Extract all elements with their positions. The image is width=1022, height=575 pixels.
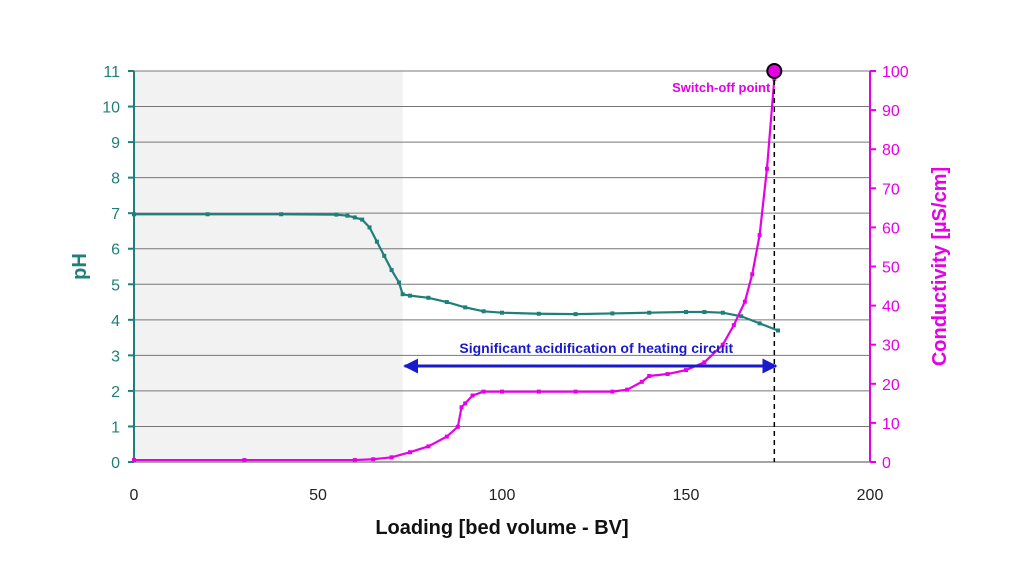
y-tick-label-left: 4 [111, 313, 120, 330]
series-point-0 [481, 309, 486, 314]
shaded-region [134, 71, 403, 462]
series-layer [132, 76, 780, 463]
series-point-1 [625, 387, 630, 392]
series-point-1 [389, 455, 394, 460]
x-tick-label: 150 [673, 487, 700, 504]
series-point-0 [400, 292, 405, 297]
series-line-1 [134, 78, 776, 462]
series-point-0 [500, 310, 504, 315]
series-point-1 [242, 458, 247, 463]
y-tick-label-left: 2 [111, 384, 120, 401]
series-point-0 [610, 311, 615, 316]
series-point-1 [500, 389, 504, 394]
series-point-0 [205, 212, 210, 217]
series-point-1 [647, 373, 652, 378]
series-point-0 [776, 328, 780, 333]
series-point-0 [444, 300, 449, 305]
y-tick-label-right: 60 [882, 220, 900, 237]
y-tick-label-left: 11 [103, 64, 120, 81]
series-point-0 [389, 268, 394, 273]
series-point-1 [481, 389, 486, 394]
series-point-0 [382, 253, 387, 258]
series-point-1 [665, 372, 670, 377]
series-point-1 [470, 393, 475, 398]
series-point-1 [684, 368, 688, 373]
series-point-1 [132, 458, 136, 463]
y-tick-label-left: 6 [111, 242, 120, 259]
series-point-0 [408, 293, 412, 298]
y-tick-label-right: 20 [882, 377, 900, 394]
series-point-1 [463, 401, 468, 406]
series-point-0 [352, 215, 357, 220]
y-tick-label-right: 80 [882, 142, 900, 159]
y-tick-label-right: 40 [882, 299, 900, 316]
series-point-1 [426, 444, 431, 449]
series-point-1 [536, 389, 541, 394]
series-point-0 [647, 310, 652, 315]
series-point-1 [455, 424, 460, 429]
y-tick-label-left: 0 [111, 455, 120, 472]
y-tick-label-right: 70 [882, 181, 900, 198]
series-point-0 [536, 311, 541, 316]
series-point-0 [426, 295, 431, 300]
y-tick-label-right: 90 [882, 103, 900, 120]
y-tick-label-left: 8 [111, 171, 120, 188]
series-point-1 [444, 434, 449, 439]
y-tick-label-left: 3 [111, 348, 120, 365]
x-tick-label: 0 [130, 487, 139, 504]
acidification-label: Significant acidification of heating cir… [459, 340, 733, 356]
switch-off-point-marker [766, 63, 783, 79]
x-tick-label: 200 [857, 487, 884, 504]
y-tick-label-right: 100 [882, 64, 909, 81]
x-tick-label: 100 [489, 487, 516, 504]
series-point-1 [610, 389, 615, 394]
y-axis-title-right: Conductivity [µS/cm] [929, 167, 951, 366]
series-point-1 [371, 457, 376, 462]
y-tick-label-left: 9 [111, 135, 120, 152]
tick-labels: 0 1 2 3 4 5 6 7 8 9 10 11 0 10 20 30 40 50 60 70 80 90 100 0 50 1… [102, 64, 909, 504]
series-point-0 [279, 212, 284, 217]
series-point-0 [367, 225, 372, 230]
series-point-1 [720, 342, 725, 347]
series-point-0 [757, 321, 762, 326]
series-point-0 [573, 312, 578, 317]
x-tick-label: 50 [309, 487, 327, 504]
series-point-0 [739, 314, 744, 319]
series-point-1 [750, 272, 755, 277]
switch-off-label: Switch-off point [672, 80, 771, 95]
series-point-1 [731, 323, 736, 328]
series-point-1 [764, 166, 769, 171]
y-tick-label-left: 7 [111, 206, 120, 223]
series-point-1 [639, 379, 644, 384]
annotations: Significant acidification of heating cir… [403, 63, 783, 462]
y-tick-label-right: 30 [882, 338, 900, 355]
y-tick-label-right: 50 [882, 260, 900, 277]
series-point-0 [463, 305, 468, 310]
y-tick-label-left: 1 [111, 419, 120, 436]
y-tick-label-left: 10 [102, 100, 120, 117]
series-point-0 [396, 280, 401, 285]
series-point-0 [334, 212, 339, 217]
series-point-1 [408, 450, 412, 455]
series-point-1 [573, 389, 578, 394]
y-tick-label-right: 0 [882, 455, 891, 472]
series-point-1 [352, 458, 357, 463]
series-point-0 [132, 212, 136, 217]
series-point-1 [459, 405, 464, 410]
series-point-0 [702, 309, 707, 314]
series-point-1 [742, 299, 747, 304]
series-point-0 [684, 309, 688, 314]
y-tick-label-right: 10 [882, 416, 900, 433]
x-axis-title: Loading [bed volume - BV] [375, 517, 628, 539]
y-axis-title-left: pH [69, 253, 91, 280]
series-point-1 [757, 233, 762, 238]
series-point-1 [702, 360, 707, 365]
series-point-0 [345, 213, 350, 218]
series-point-0 [374, 239, 379, 244]
y-tick-label-left: 5 [111, 277, 120, 294]
series-point-0 [720, 310, 725, 315]
series-point-0 [360, 217, 365, 222]
